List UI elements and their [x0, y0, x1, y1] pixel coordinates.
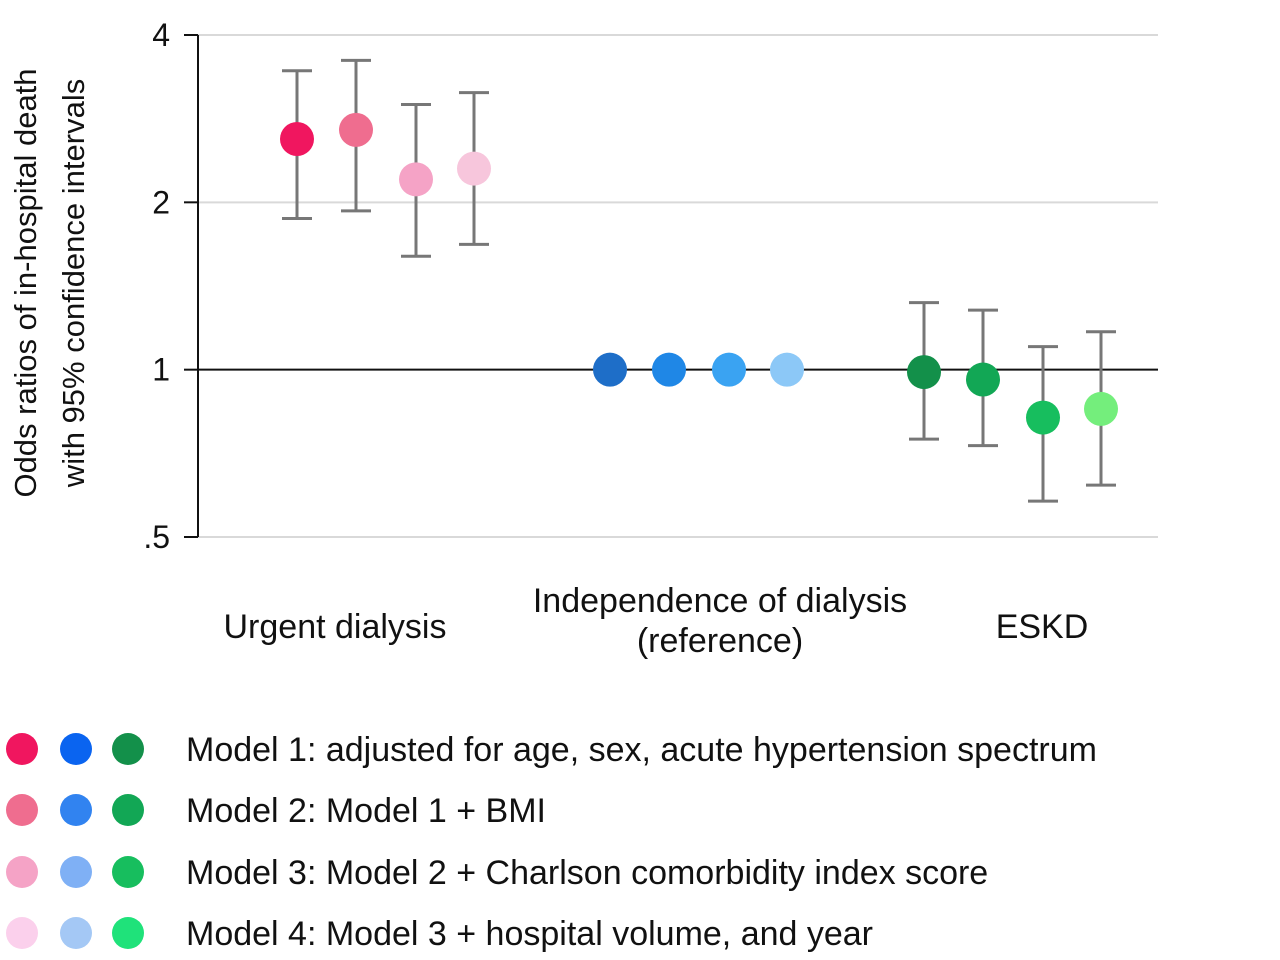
data-point — [280, 121, 314, 156]
legend-entry: Model 4: Model 3 + hospital volume, and … — [186, 915, 873, 953]
data-point — [1084, 391, 1118, 426]
legend-swatch — [60, 856, 92, 888]
legend-swatch — [112, 794, 144, 826]
legend-swatch — [60, 794, 92, 826]
data-point — [712, 352, 746, 387]
category-label: (reference) — [637, 622, 803, 660]
category-labels: Urgent dialysis Independence of dialysis(… — [224, 582, 1089, 660]
legend-swatch — [112, 917, 144, 949]
y-tick-label: 4 — [152, 17, 170, 53]
data-point — [399, 162, 433, 197]
legend-entry: Model 1: adjusted for age, sex, acute hy… — [186, 731, 1097, 769]
data-marks — [280, 58, 1118, 503]
y-axis-title: Odds ratios of in-hospital death with 95%… — [8, 68, 91, 497]
legend-swatch — [6, 856, 38, 888]
legend-swatch — [6, 917, 38, 949]
y-axis: .5 1 2 4 — [143, 17, 199, 555]
data-point — [652, 352, 686, 387]
data-point — [593, 352, 627, 387]
y-axis-title-line: with 95% confidence intervals — [56, 79, 91, 488]
legend-swatch — [60, 917, 92, 949]
legend-swatch — [60, 733, 92, 765]
data-point — [1026, 400, 1060, 435]
y-tick-label: .5 — [143, 519, 170, 555]
y-axis-title-line: Odds ratios of in-hospital death — [8, 68, 43, 497]
legend-entry: Model 3: Model 2 + Charlson comorbidity … — [186, 854, 988, 892]
legend-swatch — [6, 733, 38, 765]
legend-swatch — [112, 733, 144, 765]
legend-swatch — [112, 856, 144, 888]
category-label: ESKD — [996, 608, 1089, 646]
y-tick-label: 1 — [152, 352, 170, 388]
legend-entry: Model 2: Model 1 + BMI — [186, 792, 546, 830]
data-point — [966, 362, 1000, 397]
data-point — [770, 352, 804, 387]
gridlines — [198, 34, 1158, 538]
legend-swatch — [6, 794, 38, 826]
data-point — [339, 112, 373, 147]
y-tick-label: 2 — [152, 184, 170, 220]
y-axis-title-group: Odds ratios of in-hospital death with 95%… — [8, 68, 91, 497]
data-point — [457, 151, 491, 186]
category-label: Urgent dialysis — [224, 608, 447, 646]
data-point — [907, 355, 941, 390]
legend: Model 1: adjusted for age, sex, acute hy… — [6, 731, 1097, 953]
category-label: Independence of dialysis — [533, 582, 907, 620]
